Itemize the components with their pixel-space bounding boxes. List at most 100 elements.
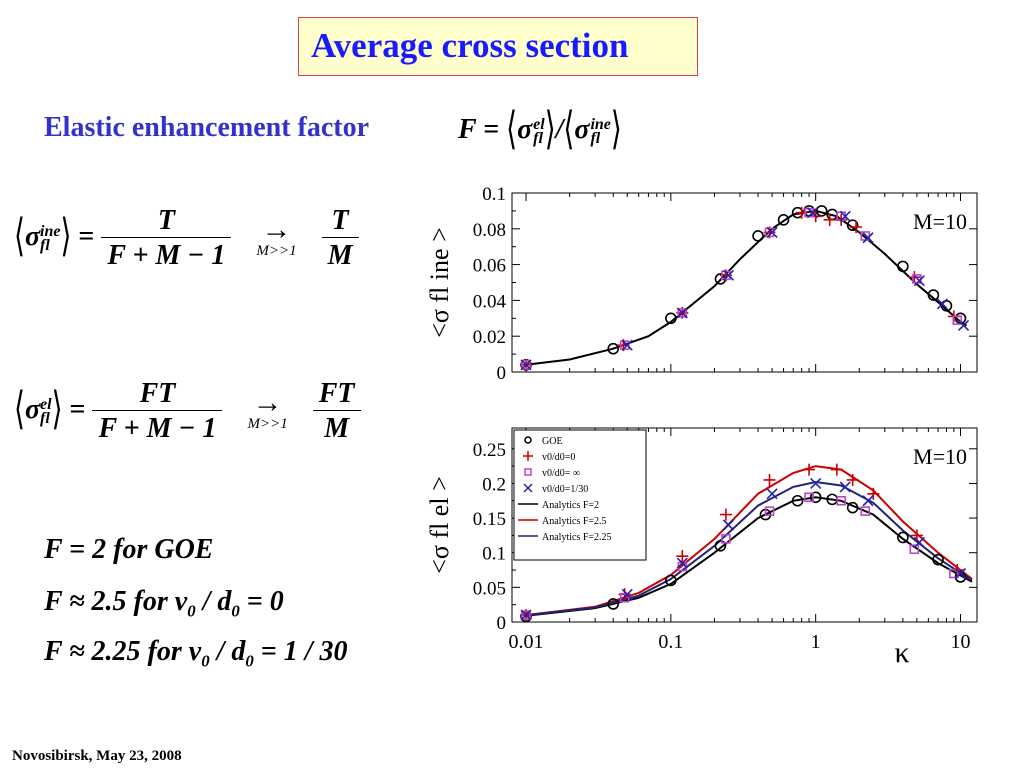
- chart1-point-x: [862, 232, 874, 244]
- chart1-ytick-label: 0.04: [473, 291, 507, 312]
- result-2-slash: / d: [195, 586, 232, 617]
- chart2-point-x: [722, 519, 735, 531]
- chart1-ytick-label: 0.08: [473, 220, 506, 241]
- chart2-xtick-label: 0.01: [509, 631, 544, 653]
- eq-el-arrow-glyph: →: [252, 386, 283, 419]
- chart2-point-square: [836, 495, 846, 506]
- eq-ine-limit-den: M: [321, 237, 359, 272]
- chart1-point-x: [839, 210, 851, 222]
- chart2-point-plus: [676, 550, 689, 563]
- chart2-curve-3: [525, 480, 973, 617]
- chart1-point-x: [806, 207, 819, 219]
- chart1-point-square: [764, 227, 775, 238]
- eq-el-limit-num: FT: [318, 378, 355, 409]
- result-v0-zero: F ≈ 2.5 for v0 / d0 = 0: [44, 586, 284, 622]
- chart1-point-square: [619, 340, 630, 350]
- chart2-point-plus: [763, 473, 776, 486]
- eq-ine-limit: M>>1: [256, 243, 297, 259]
- chart2-point-x: [676, 557, 688, 569]
- eq-ine-limit-num: T: [331, 205, 349, 236]
- eq-num-sup: el: [533, 115, 545, 133]
- chart2-legend-label: Analytics F=2.25: [542, 532, 612, 543]
- eq-el-limit-fraction: FT M: [312, 378, 361, 445]
- chart2-point-x: [862, 495, 874, 507]
- chart2-ytick-label: 0.25: [473, 440, 506, 461]
- chart1-point-x: [936, 298, 948, 310]
- eq-den-sup: ine: [590, 115, 611, 133]
- chart2-legend-label: v0/d0= ∞: [542, 468, 580, 479]
- eq-ine-arrow: → M>>1: [256, 213, 297, 260]
- chart1-point-x: [676, 307, 688, 319]
- chart2-legend-marker: [523, 451, 533, 461]
- chart1-point-plus: [908, 271, 921, 284]
- eq-el-arrow: → M>>1: [247, 386, 287, 433]
- chart2-legend-marker: [524, 436, 532, 444]
- eq-num-sym: σ: [517, 114, 533, 145]
- chart2-point-square: [521, 610, 531, 620]
- chart1-point-x: [722, 269, 735, 281]
- chart2-legend-marker: [524, 468, 532, 476]
- chart1-ytick-label: 0.02: [473, 327, 506, 348]
- equation-elastic: ⟨σ el fl ⟩ = FT F + M − 1 → M>>1 FT M: [14, 378, 361, 445]
- result-3-sub1: 0: [245, 651, 254, 671]
- chart2-curve-2: [525, 465, 973, 617]
- chart2-point-x: [520, 609, 532, 621]
- chart2-point-plus: [719, 508, 732, 521]
- chart1-point-square: [521, 360, 531, 370]
- eq-lhs: F =: [458, 114, 500, 145]
- chart2-point-circle: [897, 531, 909, 544]
- chart2-ytick-label: 0.05: [473, 578, 506, 599]
- chart1-point-circle: [752, 230, 764, 242]
- chart1-point-circle: [846, 219, 859, 232]
- chart2-point-circle: [665, 574, 677, 587]
- chart1-point-circle: [927, 289, 940, 301]
- chart1-ylabel: <σ fl ine >: [425, 227, 454, 338]
- chart2-point-circle: [809, 491, 822, 504]
- eq-el-sym: σ: [24, 393, 41, 425]
- chart2-point-plus: [803, 463, 816, 476]
- chart2-ytick-label: 0.2: [482, 474, 506, 495]
- chart2-xtick-label: 0.1: [658, 631, 683, 653]
- chart2-point-x: [766, 488, 778, 500]
- chart2-legend-label: v0/d0=1/30: [542, 484, 588, 495]
- chart1-point-x: [520, 359, 532, 371]
- result-3-sub0: 0: [201, 651, 210, 671]
- chart2-ytick-label: 0.1: [482, 544, 506, 565]
- eq-ine-num: T: [157, 205, 175, 236]
- chart1-point-x: [913, 275, 925, 287]
- chart1-ytick-label: 0.1: [482, 184, 506, 205]
- result-v0-1-30: F ≈ 2.25 for v0 / d0 = 1 / 30: [44, 636, 348, 672]
- slide-title: Average cross section: [311, 26, 629, 65]
- chart1-ytick-label: 0: [497, 363, 507, 384]
- subtitle: Elastic enhancement factor: [44, 112, 370, 143]
- chart1-point-square: [952, 315, 963, 325]
- chart2-point-plus: [830, 463, 843, 476]
- result-2-sub0: 0: [187, 601, 196, 621]
- chart2-point-plus: [867, 487, 880, 500]
- result-3-slash: / d: [209, 636, 246, 667]
- chart1-point-plus: [823, 213, 836, 226]
- chart2-legend-label: Analytics F=2: [542, 500, 599, 511]
- result-2-mid: for v: [126, 586, 188, 617]
- chart2-point-circle: [932, 553, 944, 566]
- chart1-ytick-label: 0.06: [473, 256, 506, 277]
- chart1-frame: [511, 192, 978, 373]
- chart1-point-square: [721, 270, 731, 281]
- chart2-point-square: [909, 544, 920, 555]
- eq-ine-arrow-glyph: →: [261, 213, 292, 246]
- chart2-point-circle: [791, 494, 804, 507]
- chart2-legend-label: Analytics F=2.5: [542, 516, 607, 527]
- chart1-point-square: [677, 308, 688, 318]
- title-box: Average cross section: [298, 17, 698, 76]
- eq-el-sub: fl: [40, 409, 50, 427]
- eq-den-sym: σ: [574, 114, 590, 145]
- chart1-point-circle: [607, 342, 620, 355]
- eq-el-limit-den: M: [312, 410, 361, 445]
- ratio-equation: F = ⟨σ el fl ⟩/⟨σ ine fl ⟩: [458, 105, 622, 155]
- eq-num-sub: fl: [533, 129, 543, 147]
- chart2-point-square: [949, 568, 959, 579]
- chart2-point-x: [621, 588, 633, 600]
